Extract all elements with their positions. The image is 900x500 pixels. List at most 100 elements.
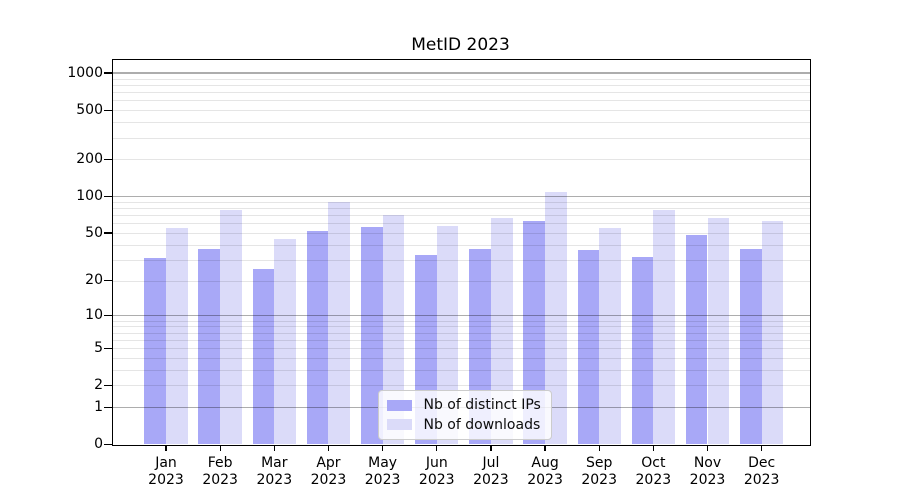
y-tick-mark	[104, 443, 112, 446]
chart-title: MetID 2023	[411, 35, 510, 55]
y-tick-mark	[104, 72, 112, 74]
bar-distinct-ips-jan	[144, 258, 166, 445]
year-label: 2023	[689, 471, 726, 488]
y-tick-label: 0	[94, 436, 103, 452]
minor-gridline	[112, 110, 810, 112]
minor-gridline	[112, 223, 810, 225]
minor-gridline	[112, 357, 810, 359]
month-label: Mar	[261, 455, 288, 471]
y-tick-mark	[104, 195, 112, 197]
bar-downloads-jan	[166, 228, 188, 445]
x-tick-label: Nov 2023	[678, 455, 738, 488]
bar-distinct-ips-mar	[252, 269, 275, 445]
y-tick-mark	[104, 347, 112, 349]
bar-downloads-oct	[653, 209, 676, 445]
month-label: Oct	[641, 455, 666, 471]
bar-downloads-jul	[490, 217, 513, 445]
y-tick-label: 1	[94, 398, 103, 415]
month-label: Jan	[155, 455, 177, 471]
legend: Nb of distinct IPs Nb of downloads	[377, 390, 552, 440]
year-label: 2023	[418, 471, 455, 488]
year-label: 2023	[364, 471, 401, 488]
month-label: Dec	[748, 455, 776, 471]
major-gridline	[112, 72, 810, 74]
x-tick-mark	[490, 445, 492, 451]
x-tick-mark	[381, 445, 384, 451]
x-tick-mark	[327, 445, 330, 451]
y-tick-label: 1000	[67, 64, 103, 81]
year-label: 2023	[635, 471, 672, 488]
month-label: Jul	[482, 455, 500, 471]
x-tick-mark	[544, 445, 546, 451]
x-tick-mark	[706, 445, 709, 451]
plot-area: Nb of distinct IPs Nb of downloads	[104, 59, 811, 451]
bar-downloads-dec	[761, 220, 784, 445]
year-label: 2023	[743, 471, 780, 488]
y-tick-mark	[104, 406, 112, 408]
x-tick-label: Jul 2023	[461, 455, 521, 488]
minor-gridline	[112, 348, 810, 350]
minor-gridline	[112, 369, 810, 371]
bar-distinct-ips-sep	[577, 250, 600, 445]
legend-item-distinct-ips: Nb of distinct IPs	[386, 397, 543, 414]
month-label: Aug	[531, 455, 559, 471]
month-label: May	[368, 455, 398, 471]
y-tick-label: 50	[85, 224, 103, 241]
minor-gridline	[112, 244, 810, 246]
x-tick-label: Aug 2023	[515, 455, 575, 488]
minor-gridline	[112, 208, 810, 210]
bar-downloads-may	[382, 215, 405, 445]
legend-label-downloads: Nb of downloads	[423, 416, 541, 433]
major-gridline	[112, 195, 810, 197]
minor-gridline	[112, 122, 810, 124]
bar-downloads-aug	[545, 192, 567, 445]
year-label: 2023	[256, 471, 293, 488]
minor-gridline	[112, 233, 810, 235]
minor-gridline	[112, 92, 810, 94]
legend-label-distinct-ips: Nb of distinct IPs	[423, 397, 541, 414]
minor-gridline	[112, 159, 810, 161]
minor-gridline	[112, 215, 810, 217]
y-tick-label: 20	[85, 272, 103, 289]
x-tick-label: May 2023	[353, 455, 413, 488]
bar-distinct-ips-nov	[685, 235, 708, 445]
x-tick-label: Dec 2023	[732, 455, 792, 488]
y-axis-labels: 1000 500 200 100 50 20 10 5 2 1 0	[0, 60, 103, 452]
minor-gridline	[112, 137, 810, 139]
bar-distinct-ips-aug	[523, 220, 546, 445]
month-label: Sep	[585, 455, 613, 471]
bar-distinct-ips-apr	[306, 231, 329, 445]
major-gridline	[112, 314, 810, 317]
y-tick-mark	[104, 232, 112, 234]
x-tick-mark	[273, 445, 275, 451]
x-tick-mark	[652, 445, 654, 451]
x-tick-label: Feb 2023	[190, 455, 250, 488]
y-tick-label: 200	[76, 150, 103, 167]
year-label: 2023	[581, 471, 617, 488]
bar-downloads-feb	[220, 209, 242, 445]
x-tick-mark	[219, 445, 221, 451]
y-tick-label: 10	[85, 307, 103, 324]
x-tick-mark	[436, 445, 438, 451]
bar-downloads-nov	[707, 217, 730, 445]
month-label: Apr	[316, 455, 341, 471]
x-tick-label: Jan 2023	[136, 455, 196, 488]
legend-item-downloads: Nb of downloads	[386, 416, 543, 433]
year-label: 2023	[310, 471, 347, 488]
month-label: Feb	[207, 455, 233, 471]
y-tick-label: 5	[94, 339, 103, 356]
y-tick-mark	[104, 314, 112, 317]
bar-downloads-jun	[436, 226, 459, 445]
y-tick-label: 500	[76, 101, 103, 118]
month-label: Jun	[425, 455, 448, 471]
y-tick-label: 2	[94, 376, 103, 393]
x-tick-label: Sep 2023	[569, 455, 629, 488]
minor-gridline	[112, 201, 810, 203]
x-tick-label: Apr 2023	[298, 455, 358, 488]
y-tick-mark	[104, 384, 112, 387]
minor-gridline	[112, 320, 810, 322]
bar-downloads-apr	[328, 201, 351, 445]
bar-downloads-mar	[274, 238, 296, 445]
minor-gridline	[112, 259, 810, 261]
